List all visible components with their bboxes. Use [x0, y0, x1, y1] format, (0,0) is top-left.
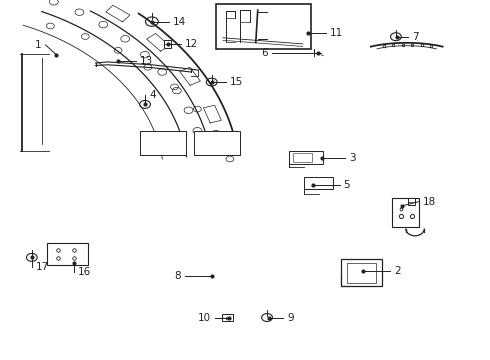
Text: 13: 13: [140, 56, 153, 66]
FancyBboxPatch shape: [216, 4, 311, 49]
Bar: [341, 259, 382, 286]
Text: 9: 9: [287, 312, 294, 323]
Bar: [222, 314, 233, 321]
Text: 8: 8: [174, 271, 181, 282]
Text: 16: 16: [77, 267, 91, 277]
Text: 17: 17: [36, 262, 49, 272]
Bar: [304, 177, 333, 189]
Text: 10: 10: [197, 312, 211, 323]
Bar: [392, 198, 419, 227]
Text: 5: 5: [343, 180, 350, 190]
Text: 2: 2: [394, 266, 401, 276]
Text: 14: 14: [173, 17, 186, 27]
Text: 12: 12: [185, 39, 198, 49]
Bar: [140, 131, 186, 155]
Bar: [164, 40, 171, 48]
Text: 15: 15: [230, 77, 244, 87]
Text: 3: 3: [349, 153, 356, 163]
Bar: [47, 243, 88, 265]
Text: 7: 7: [412, 32, 419, 42]
Bar: [347, 263, 376, 283]
Bar: [408, 198, 415, 206]
Text: 1: 1: [35, 40, 42, 50]
Bar: [289, 151, 323, 164]
Text: 4: 4: [149, 90, 156, 100]
Bar: [194, 131, 240, 155]
Text: 18: 18: [423, 197, 436, 207]
Bar: [293, 153, 312, 162]
Text: 11: 11: [330, 28, 343, 38]
Text: 6: 6: [261, 48, 268, 58]
